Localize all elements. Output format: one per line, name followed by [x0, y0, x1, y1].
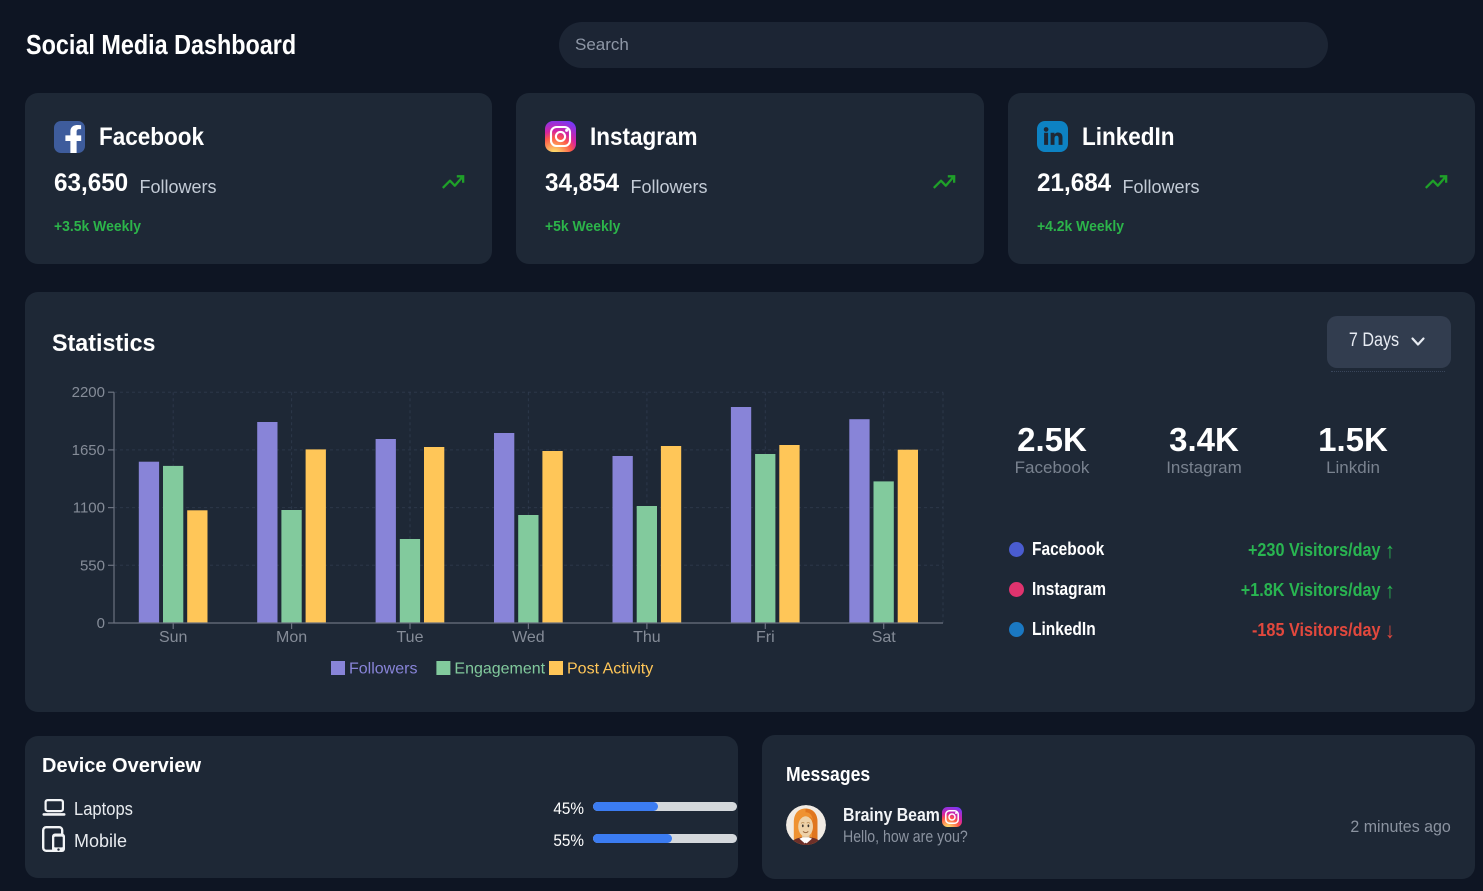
svg-text:2200: 2200 [72, 384, 105, 401]
svg-text:0: 0 [97, 615, 105, 632]
svg-text:550: 550 [80, 557, 105, 574]
svg-text:Fri: Fri [756, 629, 775, 646]
svg-text:Wed: Wed [512, 629, 545, 646]
svg-text:Engagement: Engagement [454, 661, 545, 678]
svg-text:1650: 1650 [72, 442, 105, 459]
svg-text:Mon: Mon [276, 629, 307, 646]
svg-text:Thu: Thu [633, 629, 661, 646]
svg-text:Tue: Tue [397, 629, 424, 646]
svg-text:Sat: Sat [872, 629, 897, 646]
svg-text:Sun: Sun [159, 629, 187, 646]
svg-text:Followers: Followers [349, 661, 417, 678]
svg-text:Post Activity: Post Activity [567, 661, 653, 678]
svg-text:1100: 1100 [73, 500, 105, 517]
